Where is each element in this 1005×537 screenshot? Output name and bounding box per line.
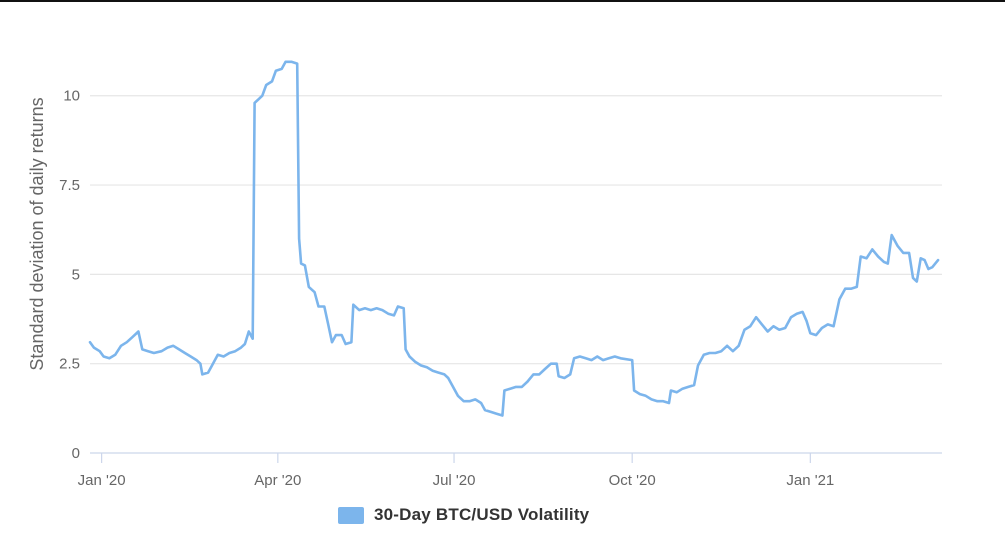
- x-axis: Jan '20 Apr '20 Jul '20 Oct '20 Jan '21: [78, 452, 942, 489]
- x-tick-label: Apr '20: [254, 472, 301, 489]
- series-layer: [88, 60, 940, 417]
- y-tick-label: 5: [72, 266, 80, 283]
- x-tick-label: Jul '20: [433, 472, 476, 489]
- legend-label: 30-Day BTC/USD Volatility: [374, 505, 590, 524]
- y-tick-label: 2.5: [59, 356, 80, 373]
- legend-swatch: [338, 506, 364, 524]
- y-axis-title: Standard deviation of daily returns: [27, 97, 47, 370]
- y-tick-label: 7.5: [59, 177, 80, 194]
- x-tick-label: Oct '20: [609, 472, 656, 489]
- y-tick-label: 10: [63, 88, 80, 105]
- x-tick-label: Jan '21: [786, 472, 834, 489]
- grid-lines: [90, 95, 942, 365]
- y-tick-label: 0: [72, 445, 80, 462]
- legend[interactable]: 30-Day BTC/USD Volatility: [338, 502, 589, 528]
- y-axis-labels: 0 2.5 5 7.5 10: [59, 88, 80, 462]
- top-border: [0, 0, 1005, 2]
- x-tick-label: Jan '20: [78, 472, 126, 489]
- series-line: [88, 60, 940, 417]
